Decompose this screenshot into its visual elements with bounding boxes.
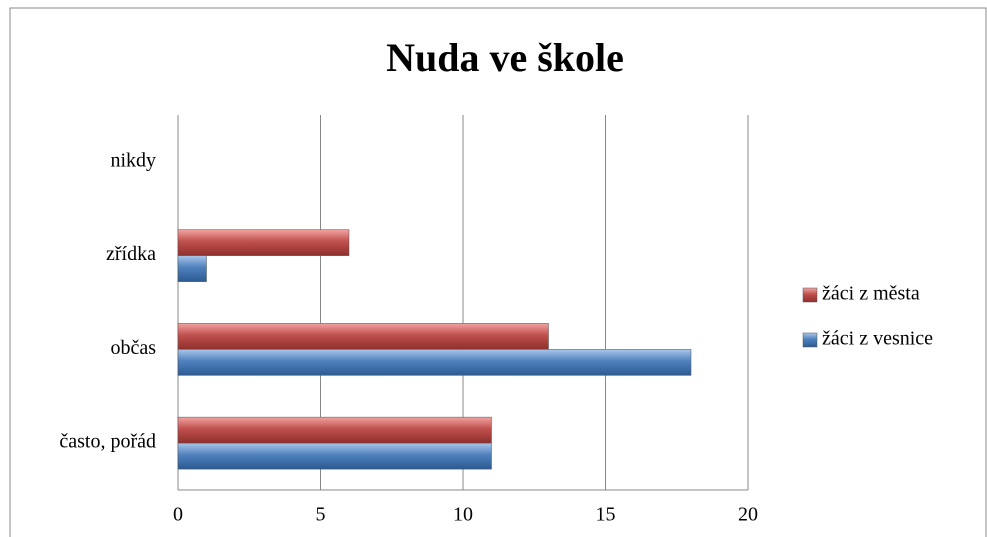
chart-frame: [9, 7, 987, 537]
bar: [177, 442, 492, 470]
legend-swatch: [802, 332, 818, 348]
y-tick-label: nikdy: [110, 149, 156, 171]
x-tick-label: 0: [173, 504, 183, 526]
y-tick-label: zřídka: [106, 243, 156, 265]
x-tick-label: 15: [596, 504, 616, 526]
bar: [177, 416, 492, 444]
legend-label: žáci z města: [822, 283, 920, 305]
x-tick-label: 20: [738, 504, 758, 526]
y-tick-label: často, pořád: [59, 431, 156, 453]
legend-label: žáci z vesnice: [822, 328, 933, 350]
legend-swatch: [802, 287, 818, 303]
bar: [177, 349, 692, 376]
bar: [177, 255, 207, 282]
bar: [177, 323, 549, 350]
bar: [177, 229, 350, 256]
x-tick-label: 10: [453, 504, 473, 526]
chart-title: Nuda ve škole: [386, 35, 624, 80]
y-tick-label: občas: [110, 337, 156, 359]
x-tick-label: 5: [316, 504, 326, 526]
